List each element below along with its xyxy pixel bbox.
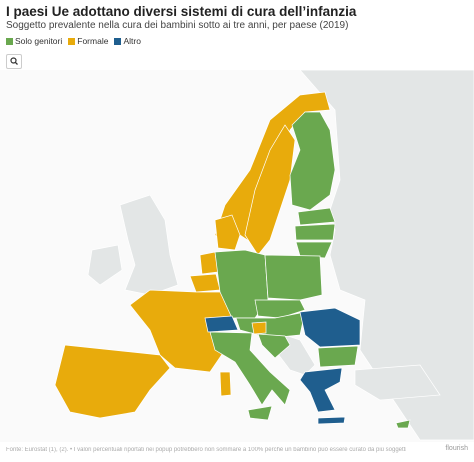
legend-item[interactable]: Altro (114, 36, 141, 46)
country (297, 207, 336, 226)
country (289, 111, 336, 211)
country (251, 321, 267, 335)
country (299, 307, 361, 348)
logo[interactable]: flourish (445, 445, 468, 452)
country (247, 405, 273, 421)
legend-label: Formale (77, 36, 109, 46)
search-icon (10, 57, 18, 65)
legend-item[interactable]: Formale (68, 36, 108, 46)
country (129, 289, 233, 373)
country (219, 371, 232, 397)
country (295, 241, 333, 259)
country (244, 124, 296, 256)
country (209, 331, 291, 406)
subtitle: Soggetto prevalente nella cura dei bambi… (6, 20, 349, 31)
country (257, 333, 291, 359)
legend-label: Solo genitori (15, 36, 63, 46)
title: I paesi Ue adottano diversi sistemi di c… (6, 4, 357, 19)
country (294, 223, 336, 241)
legend-item[interactable]: Solo genitori (6, 36, 62, 46)
country (254, 299, 306, 319)
country (204, 315, 239, 333)
legend-label: Altro (123, 36, 141, 46)
legend-swatch (6, 38, 13, 45)
country (299, 367, 343, 413)
legend: Solo genitori Formale Altro (6, 36, 141, 46)
country (214, 214, 241, 251)
country (395, 419, 411, 429)
legend-swatch (114, 38, 122, 45)
footer-source: Fonte: Eurostat (1), (2). • I valori per… (6, 447, 406, 453)
legend-swatch (68, 38, 76, 45)
country (317, 345, 359, 368)
search-button[interactable] (6, 54, 22, 69)
country (264, 254, 323, 301)
country (54, 344, 171, 419)
country (317, 416, 346, 425)
